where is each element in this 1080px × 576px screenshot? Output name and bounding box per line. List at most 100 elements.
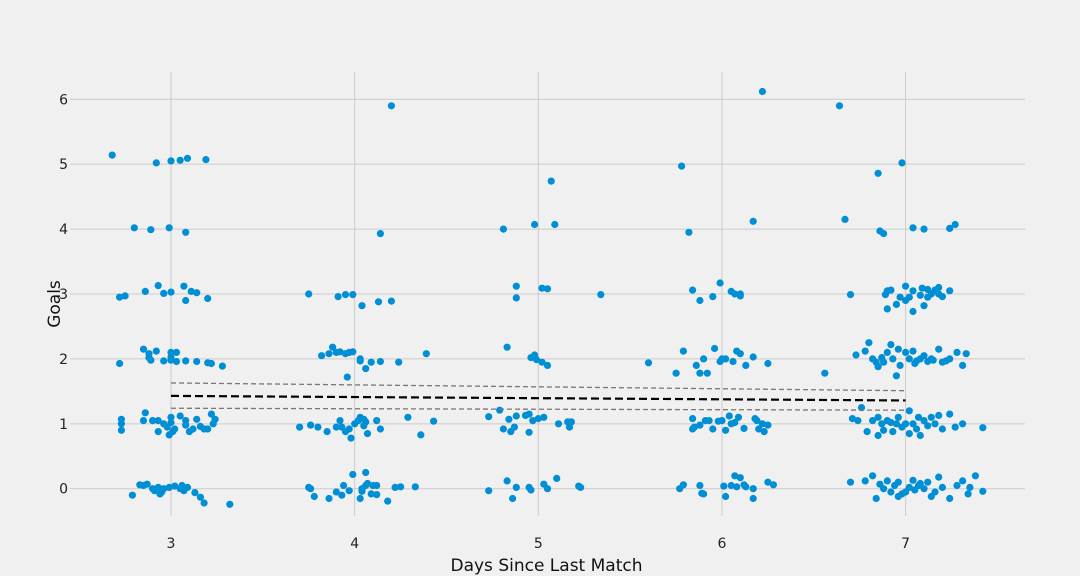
data-point	[734, 413, 743, 421]
data-point	[962, 350, 970, 358]
data-point	[690, 423, 699, 431]
data-point	[865, 339, 873, 347]
data-point	[913, 425, 921, 433]
data-point	[869, 417, 877, 425]
data-point	[894, 345, 902, 353]
data-point	[387, 102, 395, 110]
data-point	[874, 169, 882, 177]
data-point	[863, 428, 871, 436]
data-point	[689, 415, 697, 423]
data-point	[149, 417, 157, 425]
data-point	[902, 348, 910, 356]
data-point	[909, 347, 917, 355]
data-point	[938, 425, 947, 433]
data-point	[116, 293, 124, 301]
data-point	[964, 490, 972, 498]
data-point	[755, 425, 763, 433]
data-point	[547, 177, 555, 185]
data-point	[892, 300, 901, 308]
data-point	[896, 361, 904, 369]
data-point	[929, 356, 937, 364]
data-point	[685, 228, 693, 236]
data-point	[894, 413, 902, 421]
x-tick-label: 3	[167, 536, 176, 552]
data-point	[296, 423, 304, 431]
data-point	[902, 282, 910, 290]
data-point	[966, 483, 974, 491]
data-point	[894, 492, 902, 501]
data-point	[935, 473, 943, 481]
data-point	[689, 286, 697, 294]
data-point	[325, 350, 333, 358]
data-point	[700, 355, 708, 363]
data-point	[902, 420, 910, 428]
data-point	[117, 420, 125, 428]
data-point	[183, 483, 192, 491]
data-point	[551, 220, 559, 229]
data-point	[485, 413, 493, 421]
data-point	[909, 307, 917, 316]
data-point	[341, 291, 350, 299]
data-point	[678, 162, 686, 170]
data-point	[211, 415, 219, 423]
data-point	[914, 413, 923, 421]
data-point	[310, 492, 318, 501]
data-points	[108, 87, 987, 508]
data-point	[909, 224, 917, 232]
data-point	[880, 485, 888, 493]
data-point	[543, 485, 552, 493]
data-point	[182, 421, 190, 429]
data-point	[959, 420, 967, 428]
data-point	[430, 417, 438, 425]
data-point	[946, 410, 954, 418]
data-point	[887, 488, 895, 496]
data-point	[505, 415, 513, 423]
data-point	[395, 358, 403, 366]
data-point	[160, 357, 168, 365]
data-point	[180, 282, 188, 290]
data-point	[696, 369, 704, 377]
data-point	[349, 291, 357, 299]
data-point	[920, 485, 928, 493]
data-point	[758, 420, 767, 428]
data-point	[878, 420, 886, 428]
data-point	[543, 285, 552, 293]
data-point	[167, 157, 175, 165]
data-point	[874, 363, 882, 371]
data-point	[916, 431, 924, 440]
data-point	[167, 288, 175, 296]
data-point	[841, 215, 849, 223]
x-tick-label: 5	[534, 536, 543, 552]
data-point	[725, 412, 733, 420]
data-point	[191, 489, 199, 497]
data-point	[362, 418, 370, 426]
y-tick-label: 5	[59, 157, 68, 173]
data-point	[529, 417, 537, 425]
data-point	[861, 477, 869, 485]
data-point	[696, 296, 704, 305]
data-point	[854, 417, 862, 425]
data-point	[496, 406, 504, 414]
data-point	[187, 287, 195, 295]
data-point	[709, 293, 717, 301]
data-point	[722, 426, 730, 434]
data-point	[951, 423, 959, 431]
data-point	[534, 415, 542, 423]
x-tick-label: 6	[718, 536, 727, 552]
data-point	[749, 353, 757, 361]
data-point	[916, 479, 924, 488]
data-point	[207, 410, 215, 418]
data-point	[532, 356, 541, 364]
data-point	[577, 483, 585, 491]
data-point	[951, 220, 959, 229]
data-point	[880, 426, 888, 434]
data-point	[959, 361, 967, 369]
data-point	[358, 487, 366, 495]
data-point	[193, 415, 201, 423]
data-point	[307, 485, 315, 493]
data-point	[141, 409, 149, 417]
data-point	[889, 428, 897, 436]
data-point	[846, 291, 855, 299]
data-point	[167, 418, 175, 427]
data-point	[971, 472, 980, 480]
